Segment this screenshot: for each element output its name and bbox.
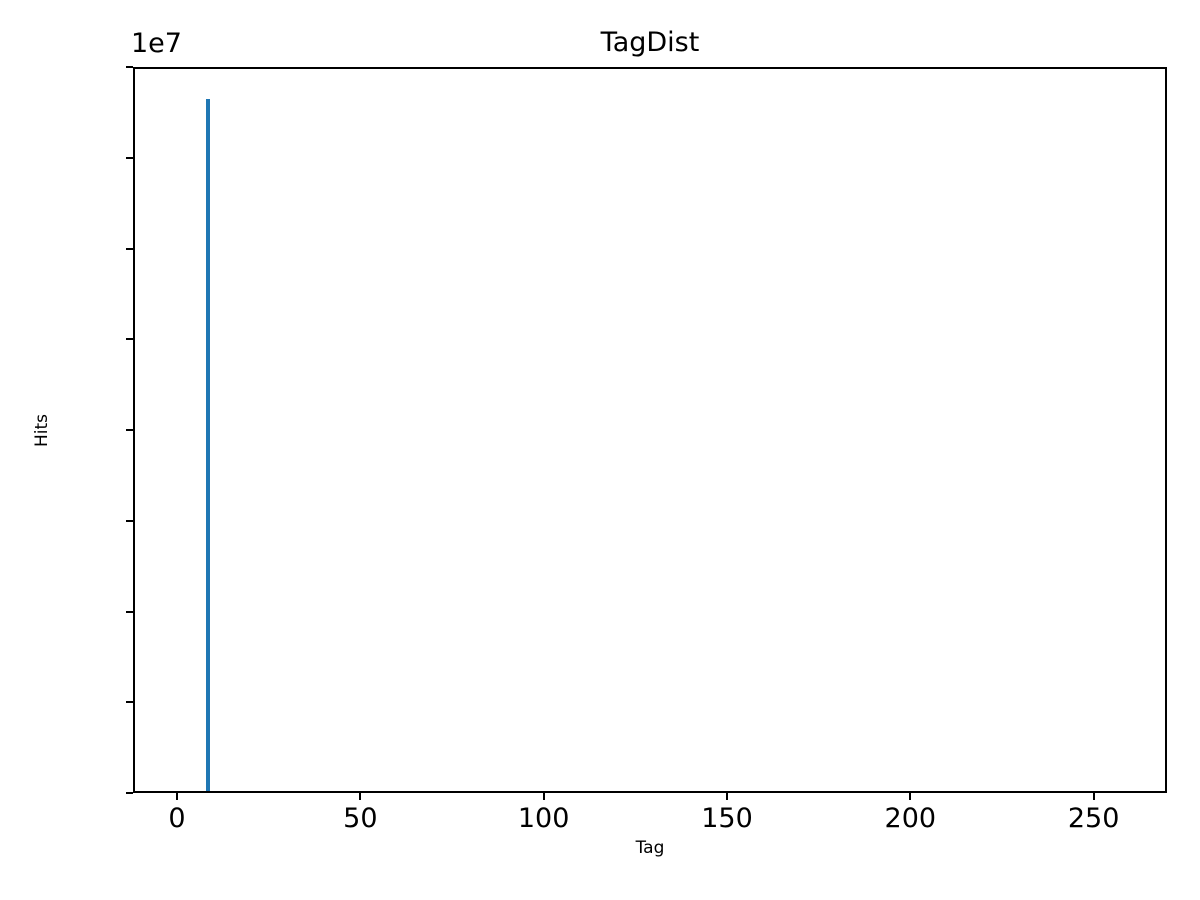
y-tick-mark [126, 66, 133, 68]
x-tick-label: 150 [701, 803, 753, 834]
y-tick-mark [126, 338, 133, 341]
y-tick-mark [126, 156, 133, 159]
chart-title: TagDist [600, 27, 700, 58]
x-tick-label: 100 [517, 803, 570, 834]
plot-area [133, 67, 1167, 793]
x-tick-mark [542, 793, 545, 800]
y-tick-mark [126, 701, 133, 704]
x-tick-mark [726, 793, 728, 800]
y-axis-label: Hits [32, 413, 53, 447]
y-axis-offset-text: 1e7 [131, 28, 182, 59]
y-tick-mark [126, 792, 133, 794]
x-tick-label: 200 [884, 803, 937, 834]
x-tick-mark [1092, 793, 1095, 800]
x-tick-label: 50 [343, 803, 378, 834]
x-tick-label: 250 [1067, 803, 1120, 834]
y-tick-mark [126, 610, 133, 613]
y-tick-mark [126, 247, 133, 250]
x-tick-mark [359, 793, 362, 800]
y-tick-mark [126, 519, 133, 522]
x-axis-label: Tag [635, 838, 665, 858]
x-tick-mark [176, 793, 178, 800]
bar [206, 99, 211, 791]
y-axis-label-wrapper: Hits [30, 67, 56, 793]
x-tick-mark [909, 793, 912, 800]
y-tick-mark [126, 429, 133, 431]
x-tick-label: 0 [168, 803, 186, 834]
